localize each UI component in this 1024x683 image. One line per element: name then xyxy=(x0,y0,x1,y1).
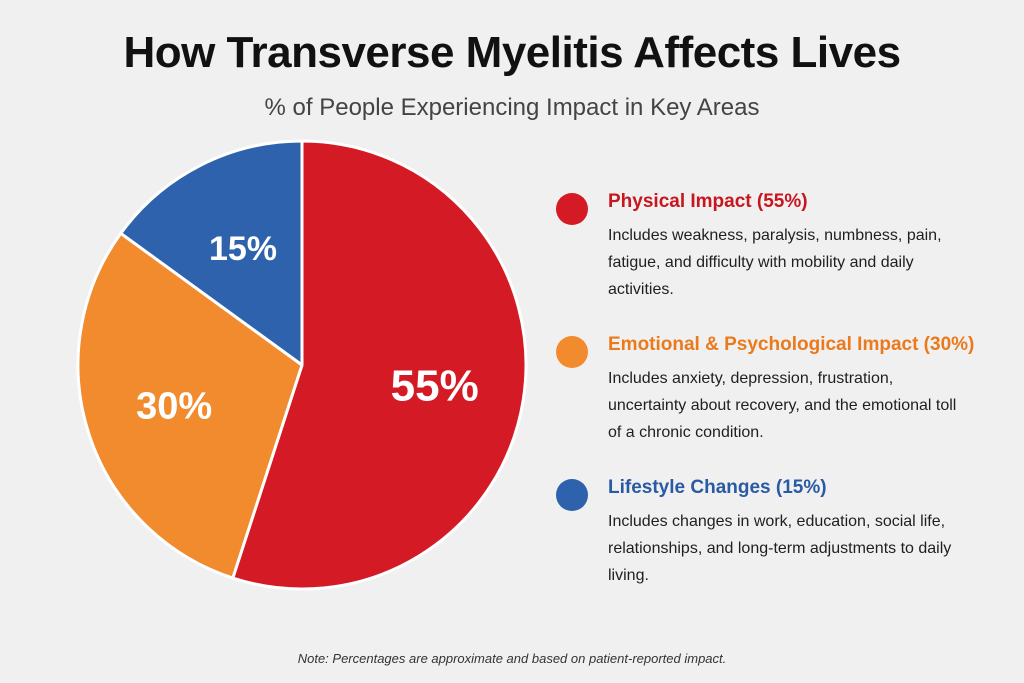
legend-title-emotional: Emotional & Psychological Impact (30%) xyxy=(608,334,975,355)
footnote: Note: Percentages are approximate and ba… xyxy=(297,651,727,666)
legend-item-lifestyle: Lifestyle Changes (15%) Includes changes… xyxy=(556,476,1006,589)
legend: Physical Impact (55%) Includes weakness,… xyxy=(556,190,1006,619)
pie-label-1: 30% xyxy=(136,386,212,428)
legend-desc-physical: Includes weakness, paralysis, numbness, … xyxy=(608,227,942,298)
legend-title-lifestyle: Lifestyle Changes (15%) xyxy=(608,477,827,498)
chart-title: How Transverse Myelitis Affects Lives xyxy=(123,28,901,77)
legend-dot-lifestyle xyxy=(556,479,588,511)
legend-desc-lifestyle: Includes changes in work, education, soc… xyxy=(608,513,952,584)
chart-subtitle: % of People Experiencing Impact in Key A… xyxy=(264,94,760,121)
pie-slice-1 xyxy=(76,231,304,580)
legend-dot-emotional xyxy=(556,336,588,368)
pie-chart: 55% 30% 15% xyxy=(70,139,534,604)
pie-slice-0 xyxy=(231,139,528,591)
legend-title-physical: Physical Impact (55%) xyxy=(608,191,808,212)
pie-slice-2 xyxy=(119,139,304,367)
pie-label-0: 55% xyxy=(391,362,479,411)
pie-label-2: 15% xyxy=(209,230,277,268)
pie-chart-svg: 55% 30% 15% xyxy=(76,139,528,591)
legend-item-physical: Physical Impact (55%) Includes weakness,… xyxy=(556,190,1006,303)
legend-dot-physical xyxy=(556,193,588,225)
legend-desc-emotional: Includes anxiety, depression, frustratio… xyxy=(608,370,957,441)
legend-item-emotional: Emotional & Psychological Impact (30%) I… xyxy=(556,333,1006,446)
